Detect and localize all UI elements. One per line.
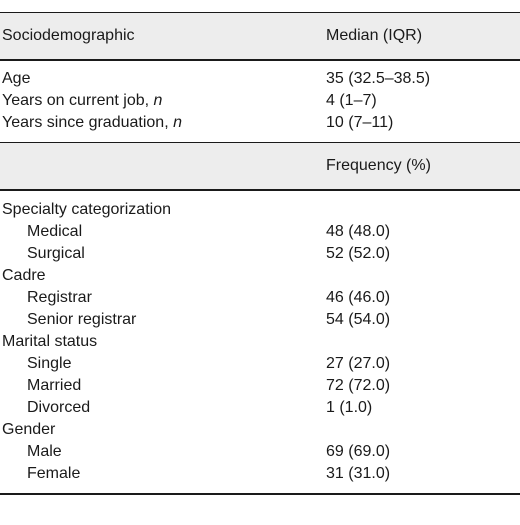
table-row: Senior registrar 54 (54.0) xyxy=(0,309,520,331)
group-label: Gender xyxy=(2,421,56,438)
header-row-frequency: Frequency (%) xyxy=(0,143,520,189)
row-label: Divorced xyxy=(27,399,91,416)
table-row: Age 35 (32.5–38.5) xyxy=(0,68,520,90)
header-rule xyxy=(0,59,520,61)
row-label: Age xyxy=(2,70,31,87)
group-row: Specialty categorization xyxy=(0,199,520,221)
table-row: Medical 48 (48.0) xyxy=(0,221,520,243)
row-value: 54 (54.0) xyxy=(326,311,391,328)
table-row: Female 31 (31.0) xyxy=(0,463,520,485)
table-row: Married 72 (72.0) xyxy=(0,375,520,397)
row-value: 35 (32.5–38.5) xyxy=(326,70,431,87)
italic-n: n xyxy=(173,114,182,131)
row-label: Male xyxy=(27,443,62,460)
header-row-median: Sociodemographic Median (IQR) xyxy=(0,13,520,59)
row-value: 10 (7–11) xyxy=(326,114,394,131)
row-label: Years since graduation, n xyxy=(2,114,182,131)
top-rule xyxy=(0,12,520,14)
row-label: Surgical xyxy=(27,245,85,262)
table-row: Years since graduation, n 10 (7–11) xyxy=(0,112,520,134)
row-value: 31 (31.0) xyxy=(326,465,391,482)
group-row: Marital status xyxy=(0,331,520,353)
row-value: 1 (1.0) xyxy=(326,399,373,416)
group-row: Cadre xyxy=(0,265,520,287)
table-row: Male 69 (69.0) xyxy=(0,441,520,463)
row-value: 72 (72.0) xyxy=(326,377,391,394)
group-label: Specialty categorization xyxy=(2,201,171,218)
italic-n: n xyxy=(153,92,163,109)
row-label: Medical xyxy=(27,223,83,240)
row-label: Female xyxy=(27,465,81,482)
row-label: Senior registrar xyxy=(27,311,137,328)
group-label: Marital status xyxy=(2,333,98,350)
bottom-rule xyxy=(0,493,520,495)
header-rule xyxy=(0,189,520,191)
table-row: Divorced 1 (1.0) xyxy=(0,397,520,419)
row-value: 69 (69.0) xyxy=(326,443,391,460)
table-row: Surgical 52 (52.0) xyxy=(0,243,520,265)
table-row: Years on current job, n 4 (1–7) xyxy=(0,90,520,112)
row-value: 48 (48.0) xyxy=(326,223,391,240)
section-rule xyxy=(0,142,520,144)
table-row: Registrar 46 (46.0) xyxy=(0,287,520,309)
header-col1: Sociodemographic xyxy=(2,27,135,44)
table-row: Single 27 (27.0) xyxy=(0,353,520,375)
row-value: 4 (1–7) xyxy=(326,92,377,109)
group-label: Cadre xyxy=(2,267,46,284)
row-label: Years on current job, n xyxy=(2,92,163,109)
row-label: Registrar xyxy=(27,289,92,306)
row-value: 27 (27.0) xyxy=(326,355,391,372)
row-value: 46 (46.0) xyxy=(326,289,391,306)
row-value: 52 (52.0) xyxy=(326,245,391,262)
group-row: Gender xyxy=(0,419,520,441)
header-col2: Frequency (%) xyxy=(326,157,431,174)
header-col2: Median (IQR) xyxy=(326,27,423,44)
row-label: Single xyxy=(27,355,72,372)
row-label: Married xyxy=(27,377,82,394)
